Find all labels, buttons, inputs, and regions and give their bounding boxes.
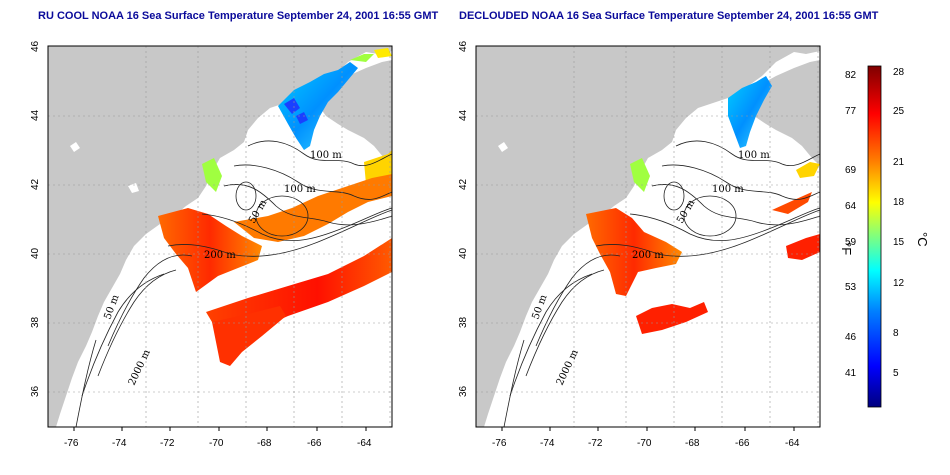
latitude-tick-label: 46	[458, 40, 469, 52]
celsius-tick-label: 18	[893, 197, 905, 208]
contour-label: 100 m	[712, 184, 744, 195]
fahrenheit-tick-label: 59	[845, 237, 857, 248]
celsius-tick-label: 5	[893, 368, 899, 379]
bathymetry-contours	[75, 140, 393, 428]
fahrenheit-unit-label: °F	[839, 242, 854, 255]
sst-patch-warm	[158, 208, 262, 292]
latitude-tick-label: 42	[458, 178, 469, 190]
sst-patch-warm	[786, 234, 820, 260]
temperature-colorbar: 82 77 69 64 59 53 46 41 28 25 21 18 15 1…	[839, 65, 930, 408]
longitude-tick-label: -72	[588, 438, 603, 449]
fahrenheit-tick-label: 69	[845, 165, 857, 176]
latitude-tick-label: 46	[30, 40, 41, 52]
sst-patch-cold	[284, 98, 300, 114]
longitude-tick-label: -70	[209, 438, 224, 449]
bathymetry-contours	[503, 140, 821, 428]
longitude-tick-label: -76	[64, 438, 79, 449]
left-axis-longitude: -76 -74 -72 -70 -68 -66 -64	[64, 427, 372, 449]
latitude-tick-label: 40	[458, 247, 469, 259]
contour-label: 100 m	[738, 150, 770, 161]
contour-label: 100 m	[284, 184, 316, 195]
sst-patch-warm	[350, 54, 374, 62]
longitude-tick-label: -64	[785, 438, 800, 449]
celsius-unit-label: °C	[915, 232, 930, 247]
sst-patch-cold	[296, 112, 308, 124]
latitude-tick-label: 40	[30, 247, 41, 259]
fahrenheit-tick-label: 46	[845, 332, 857, 343]
longitude-tick-label: -70	[637, 438, 652, 449]
sst-patch-mild	[202, 158, 222, 192]
lake	[128, 183, 139, 193]
latitude-tick-label: 44	[458, 109, 469, 121]
land-mass	[48, 46, 392, 427]
sst-patch-warm	[586, 208, 682, 296]
left-axis-latitude: 36 38 40 42 44 46	[30, 40, 41, 397]
sst-gulfstream-south	[212, 306, 286, 366]
lake	[70, 142, 80, 152]
fahrenheit-tick-label: 82	[845, 70, 857, 81]
latitude-tick-label: 38	[458, 316, 469, 328]
contour-label: 200 m	[204, 250, 236, 261]
right-map-title: DECLOUDED NOAA 16 Sea Surface Temperatur…	[459, 10, 879, 22]
celsius-tick-label: 12	[893, 278, 905, 289]
graticule-grid	[48, 46, 392, 427]
lake	[498, 142, 508, 152]
longitude-tick-label: -66	[307, 438, 322, 449]
map-frame	[47, 45, 393, 428]
fahrenheit-tick-label: 77	[845, 106, 857, 117]
sst-patch-warm	[374, 48, 392, 58]
celsius-tick-label: 15	[893, 237, 905, 248]
latitude-tick-label: 44	[30, 109, 41, 121]
celsius-tick-label: 8	[893, 328, 899, 339]
land-mass	[476, 46, 820, 427]
longitude-tick-label: -66	[735, 438, 750, 449]
left-map-panel: 100 m 100 m 50 m 200 m 50 m 2000 m	[47, 45, 393, 428]
fahrenheit-tick-label: 41	[845, 368, 857, 379]
latitude-tick-label: 36	[458, 385, 469, 397]
right-axis-longitude: -76 -74 -72 -70 -68 -66 -64	[492, 427, 800, 449]
sst-patch-warm	[636, 302, 708, 334]
longitude-tick-label: -76	[492, 438, 507, 449]
fahrenheit-tick-label: 64	[845, 201, 857, 212]
graticule-grid	[476, 46, 820, 427]
latitude-tick-label: 42	[30, 178, 41, 190]
right-map-panel: 100 m 100 m 50 m 200 m 50 m 2000 m	[475, 45, 821, 428]
sst-patch-cold	[278, 62, 358, 150]
colorbar-ramp	[867, 65, 882, 408]
sst-patch-warm	[772, 192, 812, 214]
fahrenheit-tick-label: 53	[845, 282, 857, 293]
celsius-tick-label: 28	[893, 67, 905, 78]
longitude-tick-label: -68	[257, 438, 272, 449]
latitude-tick-label: 38	[30, 316, 41, 328]
sst-patch-cold	[728, 76, 772, 148]
contour-label: 100 m	[310, 150, 342, 161]
longitude-tick-label: -68	[685, 438, 700, 449]
celsius-tick-label: 21	[893, 157, 905, 168]
contour-label: 200 m	[632, 250, 664, 261]
sst-patch-mild	[630, 158, 650, 192]
sst-patch-warm	[234, 174, 392, 242]
longitude-tick-label: -64	[357, 438, 372, 449]
longitude-tick-label: -72	[160, 438, 175, 449]
left-map-title: RU COOL NOAA 16 Sea Surface Temperature …	[38, 10, 439, 22]
right-axis-latitude: 36 38 40 42 44 46	[458, 40, 469, 397]
latitude-tick-label: 36	[30, 385, 41, 397]
longitude-tick-label: -74	[112, 438, 127, 449]
map-frame	[475, 45, 821, 428]
sst-patch-warm	[796, 162, 820, 178]
longitude-tick-label: -74	[540, 438, 555, 449]
celsius-tick-label: 25	[893, 106, 905, 117]
